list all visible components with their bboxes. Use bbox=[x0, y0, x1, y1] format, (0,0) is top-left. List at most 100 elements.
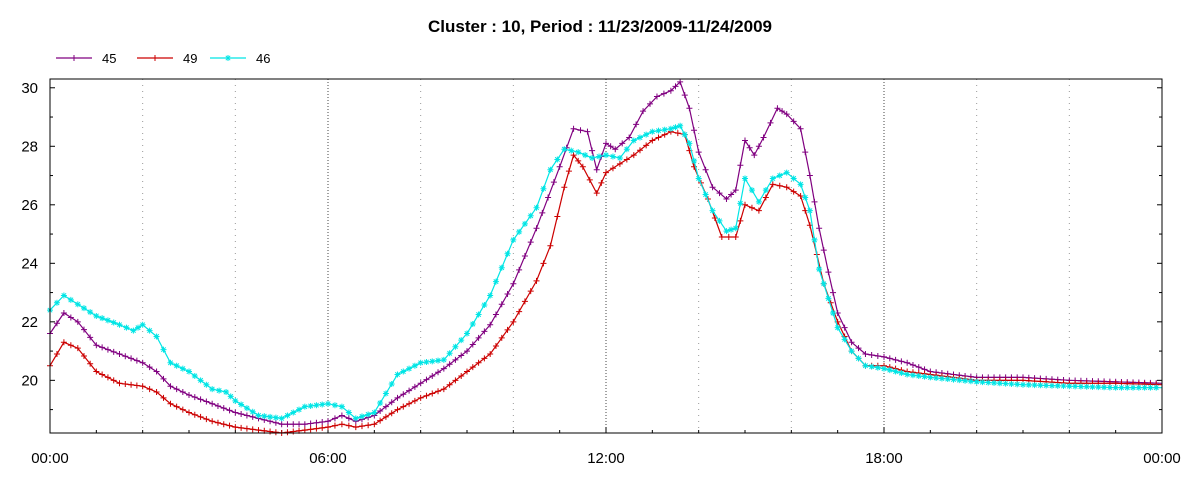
data-point bbox=[130, 327, 137, 334]
data-point bbox=[603, 152, 609, 159]
data-point bbox=[681, 92, 688, 99]
data-point bbox=[191, 411, 198, 418]
data-point bbox=[623, 146, 630, 153]
data-point bbox=[709, 207, 716, 214]
data-point bbox=[1147, 384, 1154, 391]
data-point bbox=[825, 295, 832, 302]
data-point bbox=[352, 415, 359, 422]
data-point bbox=[160, 375, 167, 382]
data-point bbox=[579, 163, 586, 170]
data-point bbox=[492, 311, 499, 318]
data-point bbox=[783, 169, 790, 176]
data-point bbox=[116, 380, 123, 387]
data-point bbox=[60, 339, 67, 346]
data-point bbox=[586, 176, 593, 183]
data-point bbox=[655, 127, 662, 134]
data-point bbox=[811, 236, 818, 243]
data-point bbox=[667, 87, 674, 94]
data-point bbox=[570, 125, 577, 132]
data-point bbox=[238, 410, 245, 417]
data-point bbox=[1095, 384, 1102, 391]
data-point bbox=[74, 301, 81, 308]
data-point bbox=[702, 191, 709, 198]
data-point bbox=[681, 131, 688, 138]
data-point bbox=[660, 90, 667, 97]
data-point bbox=[469, 321, 476, 328]
data-point bbox=[593, 166, 600, 173]
data-point bbox=[423, 392, 430, 399]
data-point bbox=[892, 368, 899, 375]
y-tick-label: 20 bbox=[21, 372, 38, 389]
data-point bbox=[338, 421, 345, 428]
data-point bbox=[214, 402, 221, 409]
data-point bbox=[74, 345, 81, 352]
data-point bbox=[834, 324, 841, 331]
data-point bbox=[238, 424, 245, 431]
data-point bbox=[732, 225, 739, 232]
data-point bbox=[110, 348, 117, 355]
x-tick-label: 18:00 bbox=[865, 450, 903, 467]
data-point bbox=[139, 359, 146, 366]
data-point bbox=[589, 154, 596, 161]
data-point bbox=[284, 429, 291, 436]
data-point bbox=[307, 426, 314, 433]
data-point bbox=[122, 353, 129, 360]
series-45 bbox=[47, 78, 1163, 428]
data-point bbox=[223, 389, 230, 396]
data-point bbox=[345, 415, 352, 422]
data-point bbox=[1101, 384, 1108, 391]
data-point bbox=[820, 280, 827, 287]
data-point bbox=[313, 402, 320, 409]
data-point bbox=[440, 356, 447, 363]
data-point bbox=[742, 137, 748, 144]
data-point bbox=[868, 363, 875, 370]
data-point bbox=[423, 376, 430, 383]
data-point bbox=[956, 377, 963, 384]
data-point bbox=[406, 400, 413, 407]
data-point bbox=[220, 405, 227, 412]
data-point bbox=[561, 146, 568, 153]
data-point bbox=[783, 184, 790, 191]
data-point bbox=[516, 266, 523, 273]
data-point bbox=[539, 209, 546, 216]
data-point bbox=[469, 341, 476, 348]
data-point bbox=[377, 400, 384, 407]
data-point bbox=[748, 204, 755, 211]
data-point bbox=[790, 188, 797, 195]
data-point bbox=[533, 277, 540, 284]
data-point bbox=[133, 382, 140, 389]
data-point bbox=[87, 360, 94, 367]
data-point bbox=[1112, 384, 1119, 391]
data-point bbox=[556, 163, 563, 170]
data-point bbox=[973, 378, 980, 385]
data-point bbox=[146, 386, 153, 393]
data-point bbox=[394, 371, 401, 378]
data-point bbox=[440, 365, 447, 372]
data-point bbox=[301, 427, 308, 434]
data-point bbox=[991, 379, 998, 386]
data-point bbox=[122, 380, 129, 387]
data-point bbox=[1135, 384, 1142, 391]
data-point bbox=[540, 185, 547, 192]
data-point bbox=[446, 361, 453, 368]
data-point bbox=[855, 345, 862, 352]
data-point bbox=[755, 198, 762, 205]
data-point bbox=[153, 333, 160, 340]
data-point bbox=[561, 184, 568, 191]
data-point bbox=[636, 134, 643, 141]
data-point bbox=[1043, 382, 1050, 389]
legend-label: 46 bbox=[256, 51, 270, 66]
data-point bbox=[723, 195, 730, 202]
data-point bbox=[609, 153, 616, 160]
y-tick-label: 26 bbox=[21, 197, 38, 214]
data-point bbox=[464, 330, 470, 337]
data-point bbox=[985, 379, 992, 386]
data-point bbox=[261, 413, 268, 420]
data-point bbox=[776, 172, 783, 179]
data-point bbox=[110, 377, 117, 384]
x-tick-label: 12:00 bbox=[587, 450, 625, 467]
data-point bbox=[153, 368, 160, 375]
data-point bbox=[458, 372, 465, 379]
data-point bbox=[748, 187, 755, 194]
